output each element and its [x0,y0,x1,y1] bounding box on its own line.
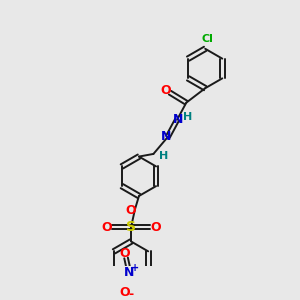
Text: O: O [119,286,130,298]
Text: O: O [150,220,160,233]
Text: O: O [125,204,136,217]
Text: O: O [119,247,130,260]
Text: Cl: Cl [201,34,213,44]
Text: N: N [161,130,172,143]
Text: S: S [126,220,136,234]
Text: -: - [129,288,134,300]
Text: H: H [184,112,193,122]
Text: O: O [161,84,171,97]
Text: O: O [102,220,112,233]
Text: H: H [159,151,168,161]
Text: +: + [131,262,139,273]
Text: N: N [124,266,134,279]
Text: N: N [172,113,183,126]
